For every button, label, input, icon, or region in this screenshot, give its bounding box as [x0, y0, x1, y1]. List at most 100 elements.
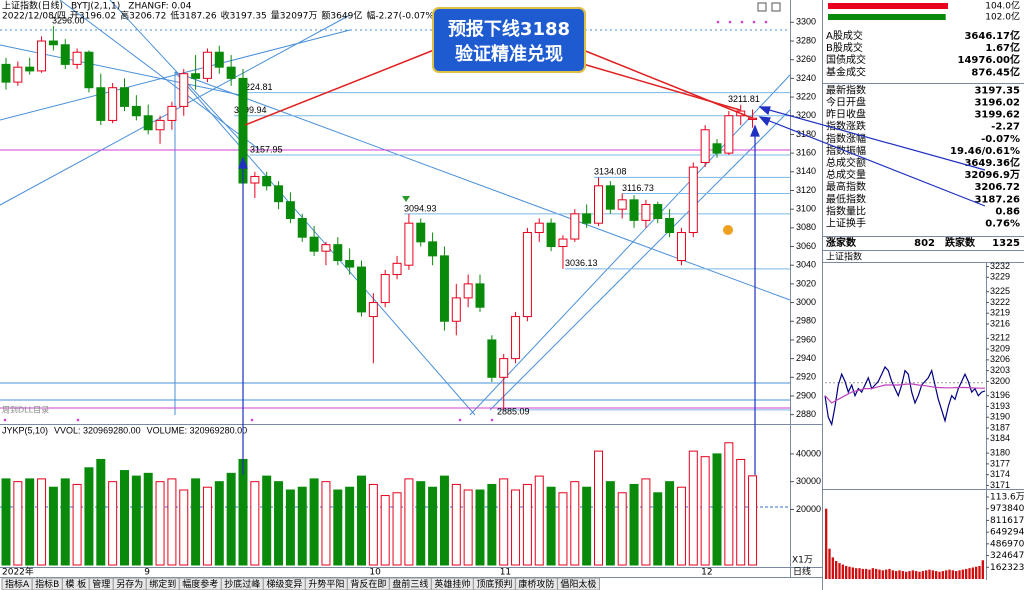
toolbar-tab-label[interactable]: 指标B — [35, 578, 59, 590]
y-tick-label: 3260 — [796, 54, 816, 64]
header-text: 高3206.72 — [120, 10, 166, 22]
volume-bar — [297, 486, 307, 566]
breadth: 涨家数 — [826, 236, 857, 249]
toolbar-tab[interactable] — [556, 577, 600, 590]
toolbar-tab-label[interactable]: 另存为 — [116, 578, 143, 590]
candle-body — [72, 51, 82, 65]
volume-bar — [285, 489, 295, 566]
header-text: 开3196.02 — [70, 11, 116, 22]
intraday-volume-bar — [828, 548, 831, 579]
candle-body — [617, 199, 627, 210]
y-tick-label: 3040 — [796, 260, 816, 270]
candle-body — [404, 222, 414, 266]
intraday-volume-bar — [958, 570, 961, 579]
quote-label: 总成交额 — [826, 156, 866, 169]
candle-body — [392, 262, 402, 276]
intraday-volume-bar — [901, 571, 904, 579]
volume-header: VVOL: 320969280.00 — [54, 425, 141, 435]
quote-value: 3206.72 — [974, 182, 1020, 193]
intraday-volume-bar — [848, 566, 851, 579]
toolbar-tab-label[interactable]: 模 板 — [65, 578, 86, 590]
candle-body — [712, 143, 722, 154]
intraday-volume-bar — [928, 569, 931, 579]
intraday-volume-bar — [898, 570, 901, 579]
candle-body — [25, 66, 35, 72]
toolbar-tab-label[interactable]: 英雄挂帅 — [434, 578, 470, 590]
volume-bar — [582, 486, 592, 566]
volume-bar — [439, 475, 449, 566]
candle-body — [688, 166, 698, 234]
candle-body — [700, 129, 710, 163]
candle-body — [357, 266, 366, 313]
toolbar-tab-label[interactable]: 梯级变异 — [266, 578, 302, 590]
intraday-title: 上证指数 — [826, 251, 862, 263]
y-tick-label: 649294 — [990, 528, 1024, 538]
marker — [723, 225, 733, 235]
quote-value: -0.07% — [981, 134, 1020, 145]
toolbar-tab-label[interactable]: 绑定到 — [149, 578, 176, 590]
header-text: ZHANGF: 0.04 — [128, 2, 191, 12]
quote-label: 指数涨幅 — [826, 132, 866, 145]
quote-label: 指数量比 — [826, 204, 866, 217]
candle-body — [333, 244, 343, 262]
x-tick-label: 9 — [144, 568, 150, 578]
volume-bar — [167, 478, 177, 566]
volume-header: VOLUME: 320969280.00 — [147, 425, 248, 435]
toolbar-tab-label[interactable]: 盘前三线 — [392, 578, 428, 590]
quote-label: A股成交 — [826, 29, 863, 42]
candle-body — [570, 213, 580, 240]
candle-body — [48, 40, 58, 46]
toolbar-tab-label[interactable]: 顶底预判 — [476, 578, 512, 590]
volume-bar — [155, 481, 165, 566]
candle-body — [321, 244, 331, 252]
y-tick-label: 3000 — [796, 297, 816, 307]
toolbar-tab-label[interactable]: 指标A — [5, 578, 30, 590]
volume-bar — [570, 481, 580, 566]
y-tick-label: 3100 — [796, 204, 816, 214]
toolbar-tab-label[interactable]: 升势平阳 — [308, 578, 344, 590]
quote-label: 昨日收盘 — [826, 108, 866, 121]
y-tick-label: 40000 — [796, 448, 821, 458]
volume-bar — [594, 450, 603, 566]
y-tick-label: 3140 — [796, 166, 816, 176]
toolbar-tab-label[interactable]: 管理 — [92, 578, 110, 590]
candle-body — [451, 297, 461, 322]
marker — [402, 196, 410, 202]
volume-bar — [712, 453, 722, 566]
y-tick-label: 324647 — [990, 551, 1024, 561]
y-tick-label: 3220 — [796, 91, 816, 101]
toolbar-tab-label[interactable]: 倡阳太极 — [560, 578, 596, 590]
header-text: 上证指数(日线) — [2, 0, 63, 12]
y-tick-label: 3232 — [990, 261, 1010, 271]
toolbar-tab-label[interactable]: 抄底过峰 — [224, 578, 260, 590]
volume-bar — [546, 486, 556, 566]
callout-text: 预报下线3188 — [448, 18, 570, 40]
quote-value: 3187.26 — [974, 194, 1020, 205]
price-annotation: 3296.00 — [52, 15, 85, 25]
candle-body — [13, 66, 23, 83]
candle-body — [37, 40, 47, 72]
volume-bar — [84, 467, 94, 566]
candle-body — [439, 255, 449, 322]
intraday-volume-bar — [941, 571, 944, 579]
intraday-volume-bar — [931, 570, 934, 579]
price-annotation: 3036.13 — [565, 258, 598, 268]
toolbar-tab-label[interactable]: 幅度参考 — [182, 578, 218, 590]
toolbar-tab-label[interactable]: 康桥攻防 — [518, 578, 554, 590]
intraday-volume-bar — [945, 570, 948, 579]
volume-bar — [25, 478, 35, 566]
price-annotation: 3094.93 — [404, 203, 437, 213]
volume-header: JYKP(5,10) — [2, 425, 48, 435]
volume-bar — [534, 475, 544, 566]
flow-bar — [828, 14, 946, 20]
candle-body — [155, 119, 165, 131]
y-tick-label: 811617 — [990, 516, 1024, 526]
candle-body — [120, 87, 129, 107]
toolbar-tab-label[interactable]: 背反在即 — [350, 578, 386, 590]
volume-bar — [463, 489, 473, 566]
window-buttons[interactable] — [757, 2, 781, 12]
header-text: 2022/12/08/四 — [2, 12, 66, 22]
quote-value: 3646.17亿 — [964, 29, 1020, 42]
